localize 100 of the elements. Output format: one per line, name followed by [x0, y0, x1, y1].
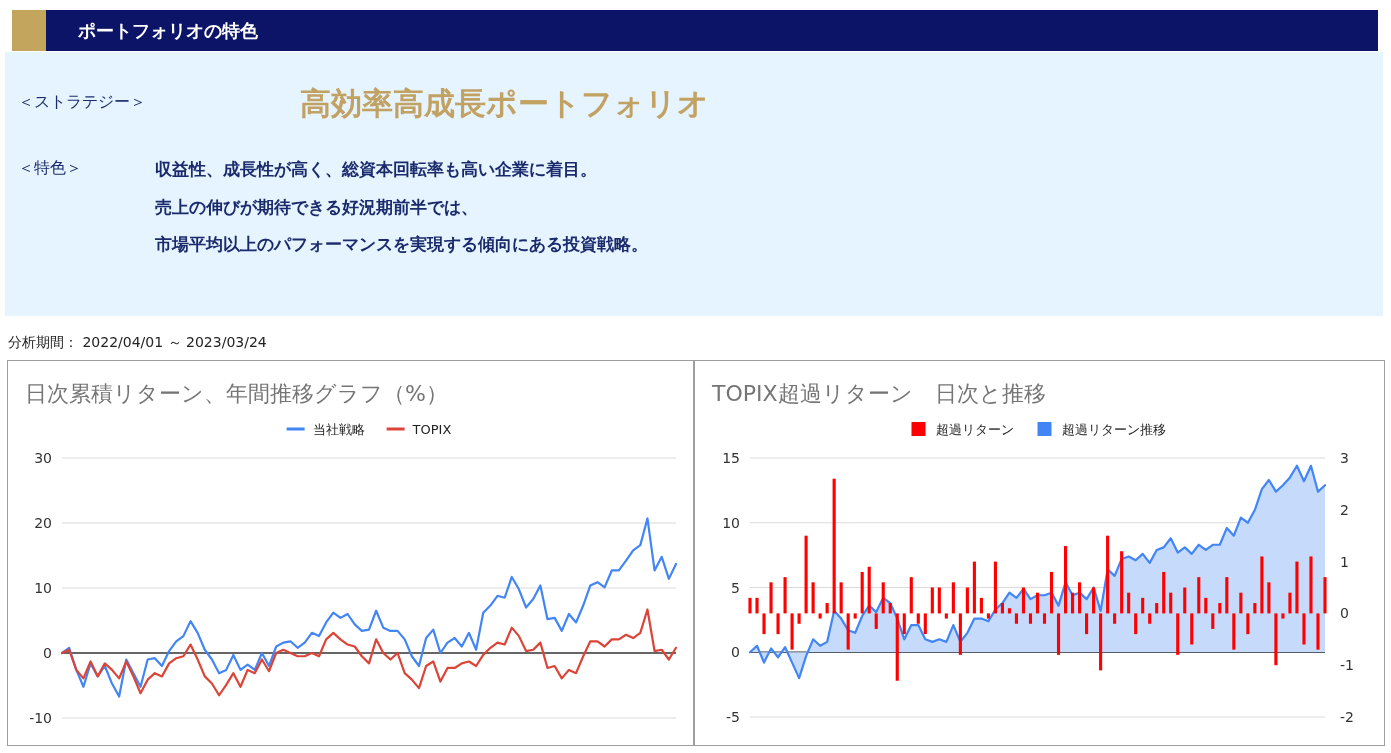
bar [965, 587, 969, 614]
bar [1071, 592, 1075, 614]
bar [923, 613, 927, 635]
bar [1141, 597, 1145, 614]
bar [811, 582, 815, 614]
bar [1260, 556, 1264, 614]
bar [958, 613, 962, 655]
bar [909, 577, 913, 614]
bar [1218, 603, 1222, 614]
y2-tick-label: 1 [1340, 553, 1349, 570]
text: 収益性、成長性が高く、総資本回転率も高い企業に着目。 [155, 158, 597, 181]
bar [1183, 587, 1187, 614]
bar [874, 613, 878, 629]
y2-tick-label: 0 [1340, 605, 1349, 622]
bar [839, 582, 843, 614]
bar [818, 613, 822, 619]
bar [1007, 608, 1012, 614]
bar [1225, 577, 1229, 614]
bar [825, 603, 829, 614]
bar [951, 582, 955, 614]
bar [993, 561, 997, 614]
bar [1246, 613, 1250, 635]
bar [776, 613, 780, 635]
text: ＜ストラテジー＞ [18, 92, 146, 113]
bar [1014, 613, 1019, 624]
bar [902, 613, 906, 635]
bar [846, 613, 850, 650]
bar [860, 571, 864, 614]
text: 市場平均以上のパフォーマンスを実現する傾向にある投資戦略。 [155, 233, 648, 256]
legend-label: 超過リターン推移 [1061, 422, 1166, 437]
bar [1120, 551, 1124, 614]
bar [1049, 571, 1054, 614]
legend-label: TOPIX [411, 422, 452, 437]
text: ＜特色＞ [18, 158, 82, 179]
bar [986, 613, 990, 619]
bar [930, 587, 934, 614]
bar [1148, 613, 1152, 624]
bar [1288, 592, 1292, 614]
bar [895, 613, 899, 681]
line-series [60, 608, 678, 697]
bar [755, 597, 759, 614]
bar [1028, 613, 1033, 624]
bar [1267, 582, 1271, 614]
bar [1232, 613, 1236, 650]
y-tick-label: -5 [726, 709, 740, 725]
bar [867, 566, 871, 614]
bar [1295, 561, 1299, 614]
y-tick-label: 0 [731, 644, 740, 661]
bar [832, 478, 836, 614]
text: 高効率高成長ポートフォリオ [300, 84, 709, 123]
y-tick-label: 15 [722, 450, 740, 466]
bar [1197, 577, 1201, 614]
bar [1281, 613, 1285, 619]
bar [1092, 587, 1096, 614]
bar [937, 587, 941, 614]
line-series [60, 517, 678, 698]
bar [944, 613, 948, 619]
bar [1134, 613, 1138, 635]
bar [1162, 571, 1166, 614]
chart-title: 日次累積リターン、年間推移グラフ（%） [25, 381, 448, 406]
y-tick-label: 5 [731, 579, 740, 596]
chart-title: TOPIX超過リターン 日次と推移 [711, 381, 1046, 406]
bar [1042, 613, 1047, 624]
legend-label: 当社戦略 [312, 422, 365, 437]
y-tick-label: 30 [34, 450, 52, 466]
y2-tick-label: -2 [1340, 709, 1354, 725]
bar [1211, 613, 1215, 629]
text: 売上の伸びが期待できる好況期前半では、 [155, 196, 478, 219]
bar [1099, 613, 1103, 671]
y-tick-label: -10 [29, 710, 52, 726]
y2-tick-label: -1 [1340, 657, 1354, 674]
bar [1000, 603, 1004, 614]
bar [1035, 592, 1040, 614]
y-tick-label: 10 [722, 514, 740, 531]
text: 分析期間： 2022/04/01 ～ 2023/03/24 [8, 334, 267, 352]
bar [748, 597, 752, 614]
legend-label: 超過リターン [935, 422, 1014, 437]
bar [1253, 603, 1257, 614]
y2-tick-label: 2 [1340, 501, 1349, 518]
bar [1204, 597, 1208, 614]
bar [1127, 592, 1131, 614]
bar [1323, 577, 1327, 614]
bar [797, 613, 801, 624]
bar [881, 582, 885, 614]
bar [790, 613, 794, 650]
bar [853, 613, 857, 619]
bar [916, 613, 920, 624]
bar [888, 603, 892, 614]
bar [1190, 613, 1194, 645]
bar [1155, 603, 1159, 614]
y-tick-label: 10 [34, 580, 52, 596]
bar [1309, 556, 1313, 614]
y2-tick-label: 3 [1340, 450, 1349, 466]
bar [769, 582, 773, 614]
y-tick-label: 0 [43, 645, 52, 661]
bar [1056, 613, 1061, 655]
bar [1239, 592, 1243, 614]
text: ポートフォリオの特色 [78, 19, 258, 43]
bar [979, 597, 983, 614]
bar [1176, 613, 1180, 655]
